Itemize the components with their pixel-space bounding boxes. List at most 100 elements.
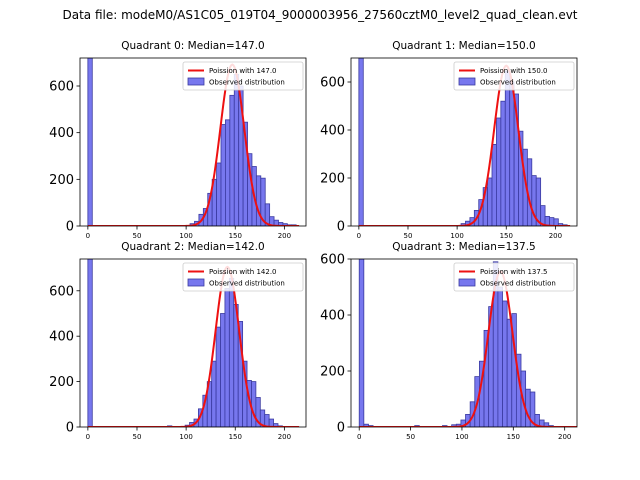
quadrant-3-poisson-line	[359, 270, 577, 427]
quadrant-3-ytick-label: 600	[320, 253, 345, 268]
quadrant-0-frame	[79, 57, 307, 227]
quadrant-0-bar	[264, 203, 271, 226]
quadrant-1-bar	[509, 81, 515, 226]
quadrant-3-bar	[506, 318, 513, 427]
quadrant-3-frame	[350, 258, 578, 428]
quadrant-0-bar	[220, 124, 226, 226]
quadrant-2-axes: 0 50 100 150 200 0 200 400 600 Quadrant 2: Median…	[49, 241, 307, 441]
quadrant-1-xtick-label: 100	[450, 232, 463, 240]
quadrant-1-xtick-label: 50	[404, 232, 413, 240]
quadrant-0-axes: 0 50 100 150 200 0 200 400 600 Quadrant 0: Median…	[49, 40, 307, 240]
quadrant-3-legend-observed-label: Observed distribution	[480, 280, 556, 288]
quadrant-0-xtick-label: 200	[278, 232, 291, 240]
quadrant-2-bar	[220, 313, 226, 427]
quadrant-2-xtick-label: 100	[179, 433, 192, 441]
quadrant-0-bar	[260, 177, 266, 226]
quadrant-3-xtick-label: 100	[455, 433, 468, 441]
quadrant-1-bar	[535, 177, 542, 226]
quadrant-1-ytick-label: 200	[320, 172, 345, 187]
quadrant-1-bar	[491, 143, 497, 226]
quadrant-2-xtick-label: 150	[229, 433, 242, 441]
quadrant-3-title: Quadrant 3: Median=137.5	[392, 241, 535, 253]
quadrant-2-xtick-label: 200	[278, 433, 291, 441]
quadrant-2-title: Quadrant 2: Median=142.0	[121, 241, 264, 253]
quadrant-1-marks	[358, 58, 571, 226]
quadrant-2-xtick-label: 50	[133, 433, 142, 441]
quadrant-3-axes: 0 50 100 150 200 0 200 400 600 Quadrant 3: Median…	[320, 241, 578, 441]
quadrant-3-legend-bar-swatch	[458, 278, 476, 287]
quadrant-1-frame	[350, 57, 578, 227]
quadrant-1-title: Quadrant 1: Median=150.0	[392, 40, 535, 52]
quadrant-0-poisson-line	[87, 63, 300, 226]
quadrant-1-legend: Poission with 150.0 Observed distribution	[453, 61, 575, 91]
quadrant-1-legend-poisson-label: Poission with 150.0	[480, 67, 548, 75]
quadrant-0-bar	[87, 58, 93, 226]
quadrant-0-legend-bar-swatch	[187, 77, 205, 86]
quadrant-1-ytick-label: 600	[320, 76, 345, 91]
quadrant-2-bar	[87, 259, 93, 427]
quadrant-0-xtick-label: 50	[133, 232, 142, 240]
quadrant-2-legend-observed-label: Observed distribution	[209, 280, 285, 288]
quadrant-1-xtick-label: 150	[500, 232, 513, 240]
quadrant-0-legend-observed-label: Observed distribution	[209, 79, 285, 87]
quadrant-1-legend-bar-swatch	[458, 77, 476, 86]
quadrant-0-xtick-label: 150	[229, 232, 242, 240]
quadrant-0-ytick-label: 0	[66, 220, 74, 235]
quadrant-1-bar	[549, 217, 555, 226]
quadrant-1-axes: 0 50 100 150 200 0 200 400 600 Quadrant 1: Median…	[320, 40, 578, 240]
quadrant-3-legend: Poission with 137.5 Observed distribution	[453, 262, 575, 292]
quadrant-3-ytick-label: 200	[320, 365, 345, 380]
quadrant-2-legend: Poission with 142.0 Observed distribution	[182, 262, 304, 292]
quadrant-0-legend-frame	[182, 61, 304, 91]
quadrant-1-legend-observed-label: Observed distribution	[480, 79, 556, 87]
quadrant-0-bar	[225, 119, 231, 226]
quadrant-2-legend-bar-swatch	[187, 278, 205, 287]
quadrant-2-bar	[264, 414, 270, 427]
quadrant-2-bar	[251, 381, 257, 427]
quadrant-0-bar	[255, 175, 262, 226]
quadrant-0-bar	[216, 162, 222, 226]
quadrant-2-ytick-label: 400	[49, 330, 74, 345]
quadrant-0-ytick-label: 400	[49, 126, 74, 141]
quadrant-3-legend-poisson-label: Poission with 137.5	[480, 268, 548, 276]
quadrant-0-bar	[229, 94, 235, 226]
quadrant-2-bar	[211, 360, 217, 427]
quadrant-1-bar	[553, 218, 559, 226]
quadrant-2-ytick-label: 200	[49, 375, 74, 390]
quadrant-2-ytick-label: 600	[49, 284, 74, 299]
quadrant-2-legend-frame	[182, 262, 304, 292]
quadrant-0-title: Quadrant 0: Median=147.0	[121, 40, 264, 52]
quadrant-0-xtick-label: 100	[179, 232, 192, 240]
quadrant-1-xtick-label: 200	[549, 232, 562, 240]
quadrant-3-xtick-label: 150	[507, 433, 520, 441]
quadrant-1-legend-frame	[453, 61, 575, 91]
quadrant-3-xtick-label: 0	[357, 433, 361, 441]
quadrant-1-bar	[496, 117, 502, 226]
quadrant-3-ytick-label: 400	[320, 309, 345, 324]
quadrant-0-marks	[87, 58, 300, 226]
quadrant-3-xtick-label: 50	[406, 433, 415, 441]
quadrant-1-ytick-label: 0	[337, 220, 345, 235]
quadrant-3-bar	[358, 259, 365, 427]
quadrant-3-bar	[529, 391, 536, 427]
quadrant-0-ytick-label: 200	[49, 173, 74, 188]
quadrant-0-legend: Poission with 147.0 Observed distribution	[182, 61, 304, 91]
figure-suptitle: Data file: modeM0/AS1C05_019T04_90000039…	[62, 8, 578, 22]
quadrant-1-bar	[500, 100, 506, 226]
quadrant-3-ytick-label: 0	[337, 421, 345, 436]
quadrant-2-frame	[79, 258, 307, 428]
quadrant-3-legend-frame	[453, 262, 575, 292]
quadrant-2-legend-poisson-label: Poission with 142.0	[209, 268, 277, 276]
quadrant-1-bar	[358, 58, 364, 226]
quadrant-3-bar	[497, 286, 503, 427]
quadrant-3-bar	[525, 388, 531, 427]
quadrant-1-bar	[504, 70, 511, 226]
quadrant-0-legend-poisson-label: Poission with 147.0	[209, 67, 277, 75]
quadrant-2-ytick-label: 0	[66, 421, 74, 436]
quadrant-2-poisson-line	[87, 265, 300, 427]
quadrant-2-bar	[228, 277, 235, 427]
quadrant-1-xtick-label: 0	[357, 232, 361, 240]
quadrant-0-bar	[233, 73, 240, 226]
quadrant-2-bar	[215, 326, 221, 427]
quadrant-1-bar	[487, 177, 493, 226]
